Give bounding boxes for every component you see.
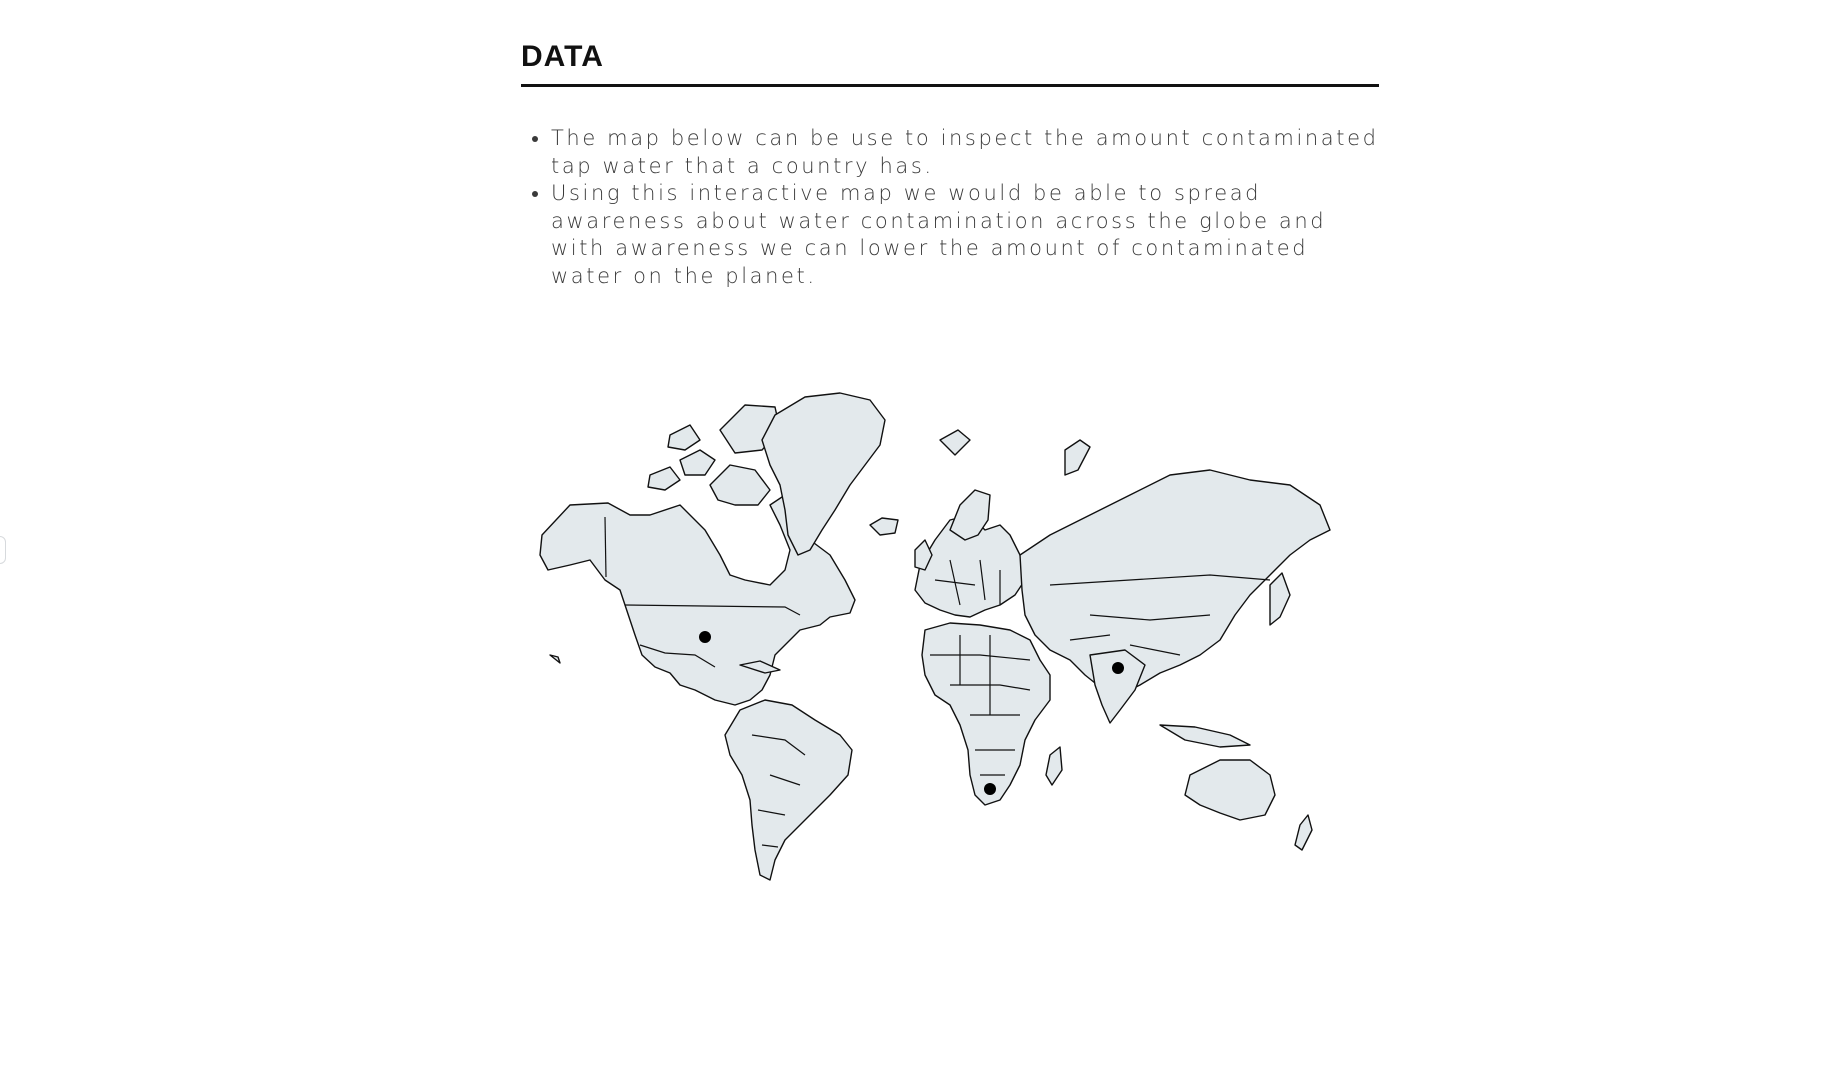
alaska-border [604, 516, 607, 578]
country-madagascar[interactable] [1045, 746, 1063, 786]
island-cuba[interactable] [739, 660, 781, 674]
island-indonesia[interactable] [1159, 724, 1251, 748]
us-mexico-border [639, 644, 716, 668]
section-title: DATA [521, 40, 1379, 87]
list-item: The map below can be use to inspect the … [551, 125, 1379, 180]
island-arctic-4[interactable] [667, 424, 701, 451]
island-arctic-2[interactable] [647, 466, 681, 491]
africa-borders [930, 635, 1031, 776]
country-india[interactable] [1089, 649, 1146, 724]
island-hawaii[interactable] [549, 654, 561, 664]
side-scroll-handle[interactable] [0, 536, 6, 564]
country-uk[interactable] [914, 539, 933, 571]
marker-united-states[interactable] [699, 631, 711, 643]
country-iceland[interactable] [869, 517, 899, 536]
country-russia-asia[interactable] [1019, 469, 1331, 696]
marker-india[interactable] [1112, 662, 1124, 674]
country-south-america[interactable] [724, 699, 853, 881]
description-list: The map below can be use to inspect the … [521, 125, 1379, 290]
data-section: DATA The map below can be use to inspect… [521, 40, 1379, 290]
island-svalbard[interactable] [939, 429, 971, 456]
europe-borders [934, 559, 1001, 606]
country-new-zealand[interactable] [1294, 814, 1313, 851]
island-baffin[interactable] [709, 464, 771, 506]
island-novaya-zemlya[interactable] [1064, 439, 1091, 476]
south-america-borders [751, 734, 806, 848]
island-arctic-1[interactable] [679, 449, 716, 476]
marker-south-africa[interactable] [984, 783, 996, 795]
country-japan[interactable] [1269, 572, 1291, 626]
country-africa[interactable] [921, 622, 1051, 806]
country-australia[interactable] [1184, 759, 1276, 821]
list-item: Using this interactive map we would be a… [551, 180, 1379, 290]
country-north-america[interactable] [539, 494, 856, 706]
country-scandinavia[interactable] [949, 489, 991, 541]
us-canada-border [624, 604, 801, 616]
country-greenland[interactable] [761, 392, 886, 556]
world-map-svg[interactable] [530, 355, 1350, 895]
asia-borders [1049, 574, 1271, 656]
world-map[interactable] [530, 355, 1350, 895]
